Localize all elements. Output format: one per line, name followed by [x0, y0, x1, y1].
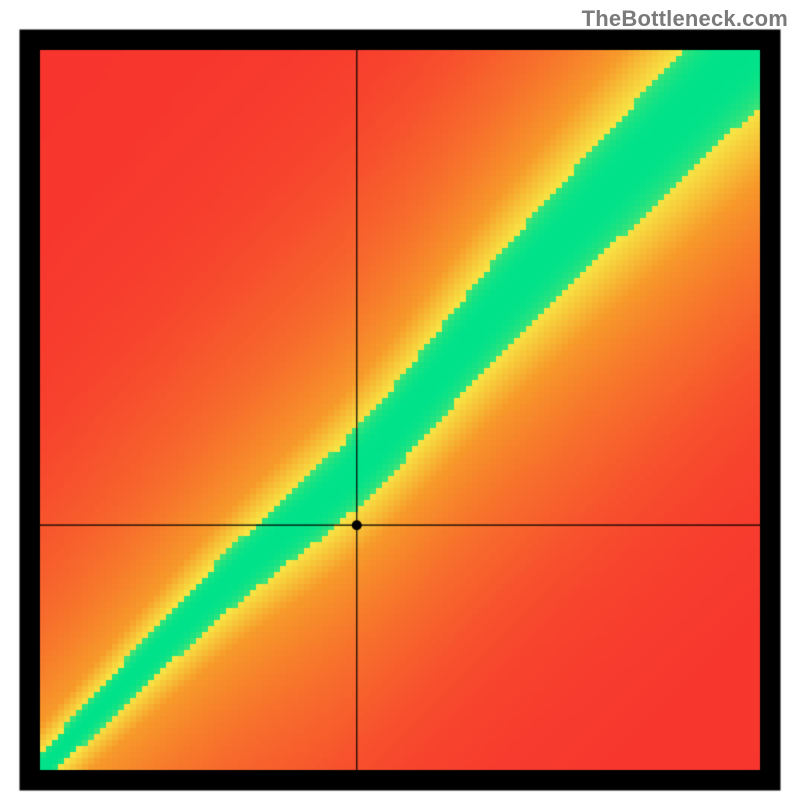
watermark-text: TheBottleneck.com: [582, 6, 788, 32]
chart-container: TheBottleneck.com: [0, 0, 800, 800]
heatmap-canvas: [0, 0, 800, 800]
